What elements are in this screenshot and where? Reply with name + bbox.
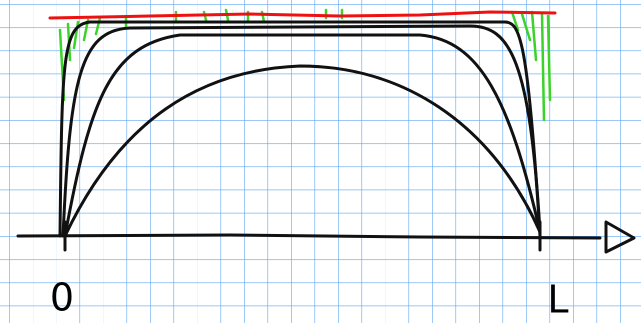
grid-paper bbox=[0, 0, 641, 323]
end-label: L bbox=[547, 278, 568, 322]
origin-label: 0 bbox=[50, 276, 74, 320]
sketch: 0 L bbox=[0, 0, 641, 323]
